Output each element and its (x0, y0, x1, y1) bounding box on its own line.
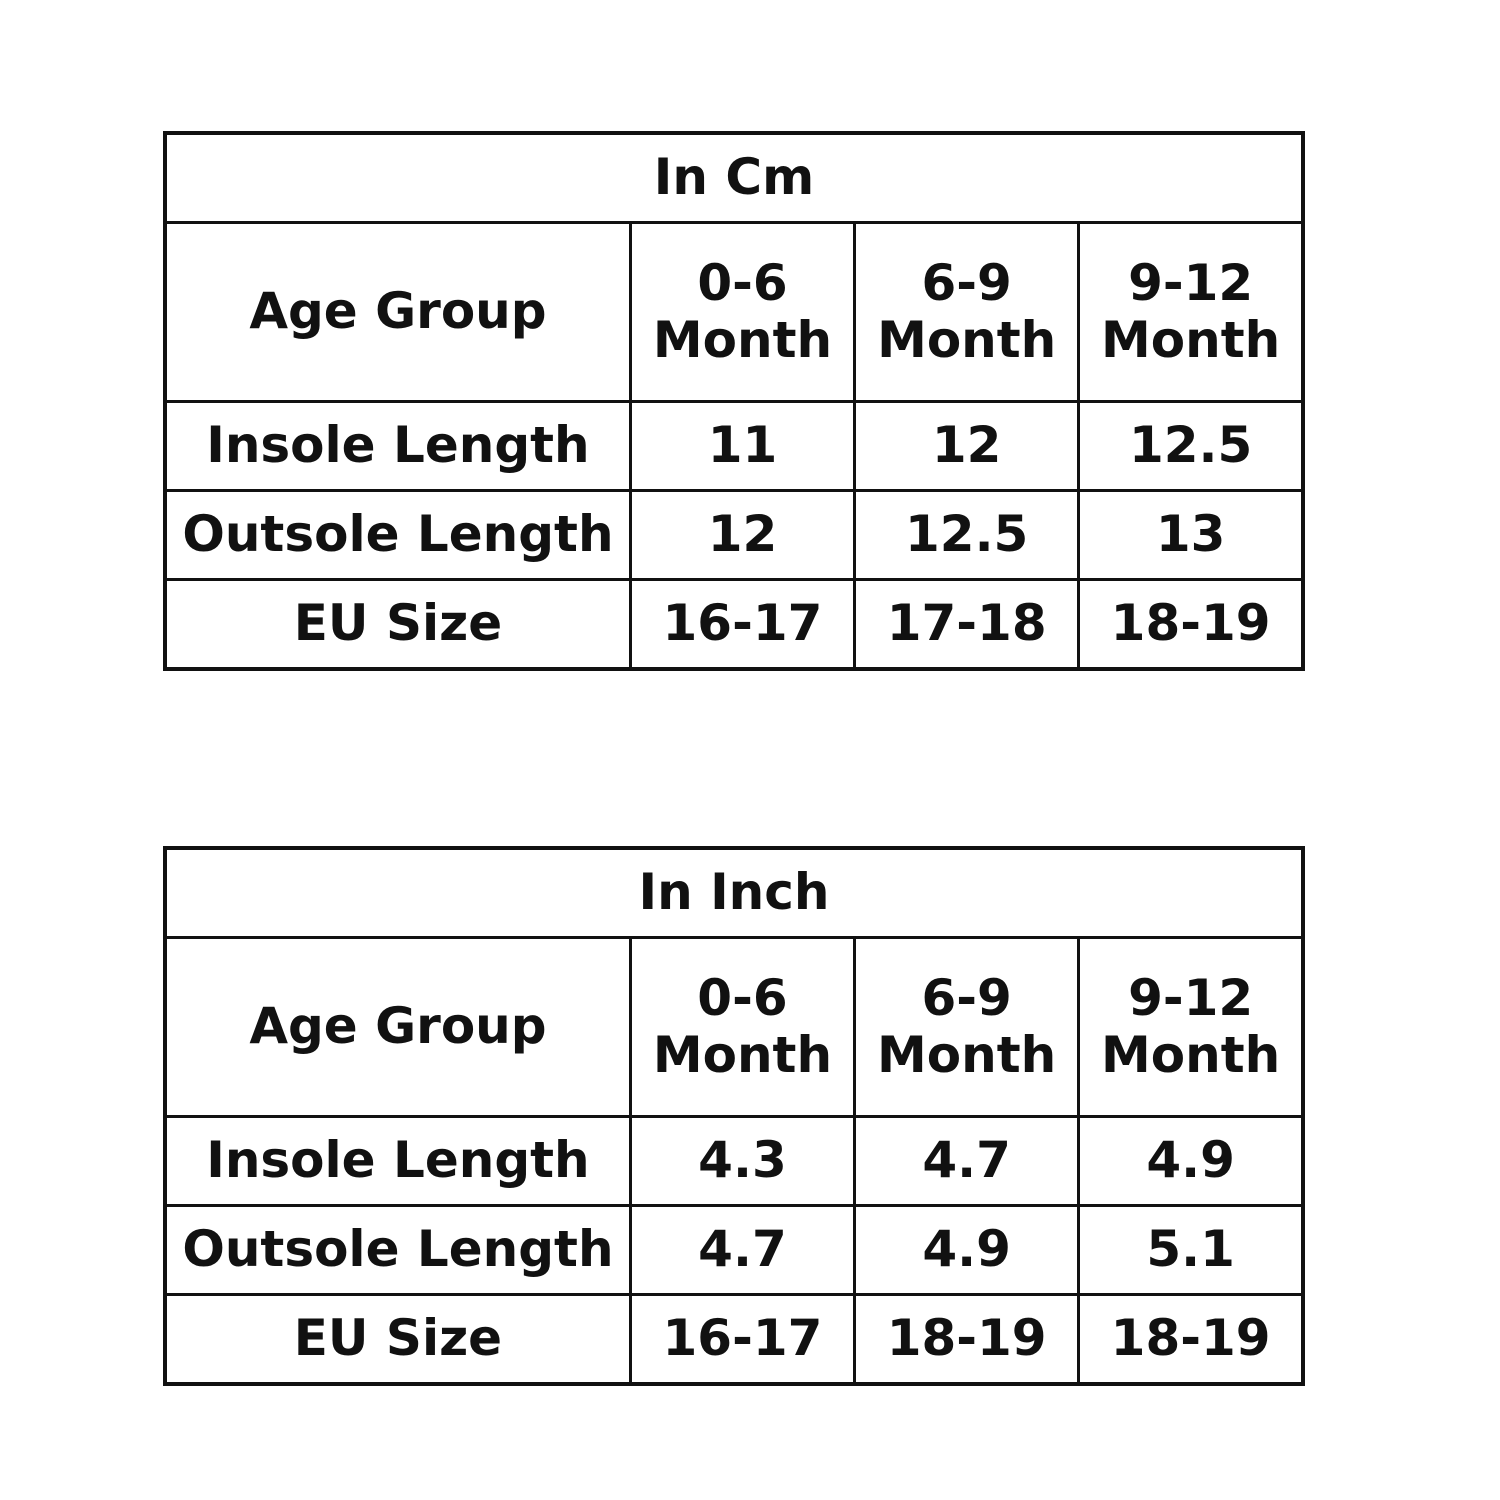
age-group-cell: 6-9 Month (853, 936, 1081, 1118)
cell-value: 18-19 (1077, 578, 1305, 671)
age-unit: Month (652, 1026, 833, 1084)
row-label: EU Size (163, 1293, 632, 1386)
cell-value: 18-19 (1077, 1293, 1305, 1386)
outsole-length-row: Outsole Length 12 12.5 13 (163, 489, 1305, 581)
age-range: 0-6 (697, 253, 788, 312)
row-label: Insole Length (163, 400, 632, 492)
outsole-length-row: Outsole Length 4.7 4.9 5.1 (163, 1204, 1305, 1296)
size-chart-cm-table: In Cm Age Group 0-6 Month 6-9 Month 9-12… (163, 131, 1305, 671)
size-chart-inch-table: In Inch Age Group 0-6 Month 6-9 Month 9-… (163, 846, 1305, 1386)
table-title: In Cm (163, 131, 1305, 224)
table-title-row: In Cm (163, 131, 1305, 224)
age-group-label: Age Group (163, 936, 632, 1118)
age-group-cell: 0-6 Month (628, 936, 857, 1118)
cell-value: 4.7 (628, 1204, 857, 1296)
age-group-label: Age Group (163, 221, 632, 403)
age-group-row: Age Group 0-6 Month 6-9 Month 9-12 Month (163, 221, 1305, 403)
row-label: Insole Length (163, 1115, 632, 1207)
age-range: 6-9 (921, 968, 1012, 1027)
cell-value: 12 (853, 400, 1081, 492)
cell-value: 17-18 (853, 578, 1081, 671)
age-range: 6-9 (921, 253, 1012, 312)
cell-value: 12.5 (853, 489, 1081, 581)
age-group-cell: 0-6 Month (628, 221, 857, 403)
cell-value: 12 (628, 489, 857, 581)
age-group-row: Age Group 0-6 Month 6-9 Month 9-12 Month (163, 936, 1305, 1118)
age-range: 9-12 (1128, 253, 1254, 312)
row-label: EU Size (163, 578, 632, 671)
cell-value: 5.1 (1077, 1204, 1305, 1296)
insole-length-row: Insole Length 11 12 12.5 (163, 400, 1305, 492)
eu-size-row: EU Size 16-17 17-18 18-19 (163, 578, 1305, 671)
age-range: 0-6 (697, 968, 788, 1027)
cell-value: 18-19 (853, 1293, 1081, 1386)
row-label: Outsole Length (163, 1204, 632, 1296)
cell-value: 16-17 (628, 578, 857, 671)
age-group-cell: 9-12 Month (1077, 221, 1305, 403)
age-unit: Month (1101, 311, 1281, 369)
row-label: Outsole Length (163, 489, 632, 581)
cell-value: 16-17 (628, 1293, 857, 1386)
cell-value: 12.5 (1077, 400, 1305, 492)
cell-value: 4.7 (853, 1115, 1081, 1207)
age-range: 9-12 (1128, 968, 1254, 1027)
table-title: In Inch (163, 846, 1305, 939)
cell-value: 11 (628, 400, 857, 492)
age-unit: Month (652, 311, 833, 369)
eu-size-row: EU Size 16-17 18-19 18-19 (163, 1293, 1305, 1386)
cell-value: 4.9 (853, 1204, 1081, 1296)
age-group-cell: 6-9 Month (853, 221, 1081, 403)
table-title-row: In Inch (163, 846, 1305, 939)
age-unit: Month (877, 1026, 1057, 1084)
age-group-cell: 9-12 Month (1077, 936, 1305, 1118)
cell-value: 4.3 (628, 1115, 857, 1207)
insole-length-row: Insole Length 4.3 4.7 4.9 (163, 1115, 1305, 1207)
age-unit: Month (1101, 1026, 1281, 1084)
age-unit: Month (877, 311, 1057, 369)
cell-value: 4.9 (1077, 1115, 1305, 1207)
cell-value: 13 (1077, 489, 1305, 581)
